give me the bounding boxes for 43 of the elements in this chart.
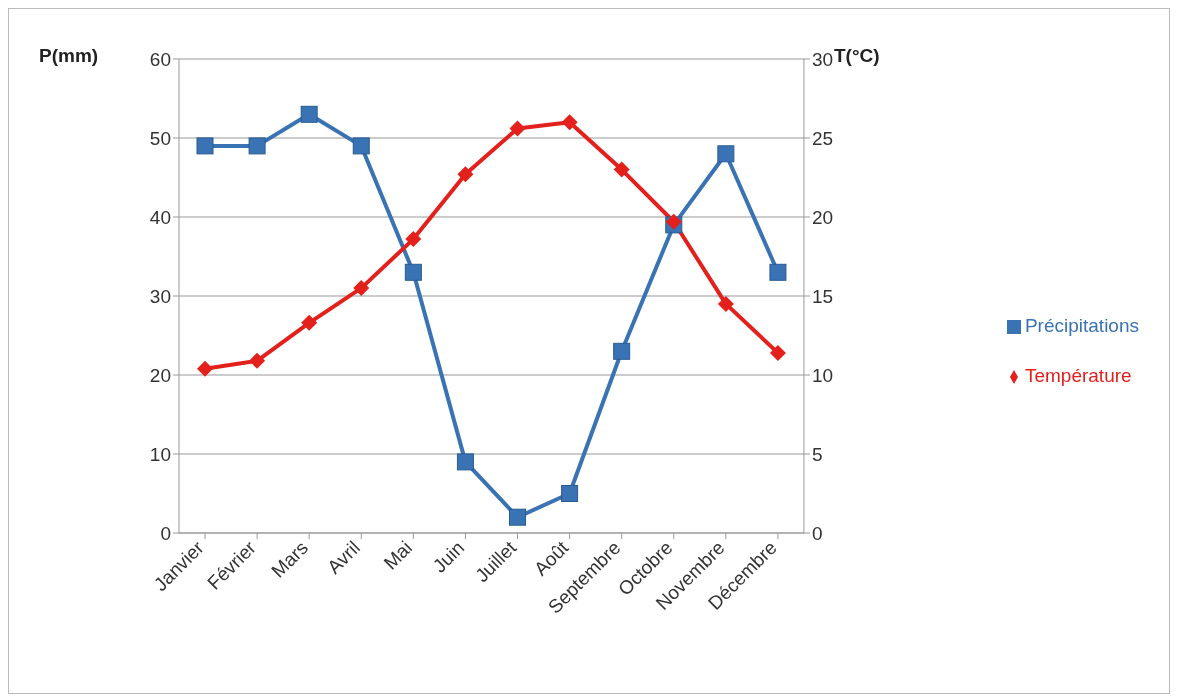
y2-tick-label: 10 xyxy=(811,364,834,386)
legend-label: Précipitations xyxy=(1024,315,1139,336)
y2-tick-label: 5 xyxy=(811,443,823,465)
y2-tick-label: 0 xyxy=(811,522,823,544)
y2-tick-label: 30 xyxy=(811,48,834,70)
point xyxy=(613,161,630,178)
y-tick-label: 50 xyxy=(149,127,171,149)
point xyxy=(248,137,266,155)
point xyxy=(769,263,787,281)
point xyxy=(352,137,370,155)
x-tick-label: Mai xyxy=(379,536,417,574)
y-axis-title: P(mm) xyxy=(39,45,99,67)
point xyxy=(613,342,631,360)
point xyxy=(404,263,422,281)
point xyxy=(769,344,786,361)
point xyxy=(456,453,474,471)
point xyxy=(353,280,370,297)
y2-tick-label: 15 xyxy=(811,285,834,307)
y-tick-label: 0 xyxy=(160,522,171,544)
point xyxy=(405,231,422,248)
y-tick-label: 60 xyxy=(149,48,171,70)
point xyxy=(457,166,474,183)
y-tick-label: 10 xyxy=(149,443,171,465)
x-tick-label: Juin xyxy=(428,536,469,577)
point xyxy=(665,213,682,230)
point xyxy=(717,145,735,163)
point xyxy=(509,508,527,526)
y-tick-label: 40 xyxy=(149,206,171,228)
point xyxy=(561,114,578,131)
y-tick-label: 30 xyxy=(149,285,171,307)
legend-label: Température xyxy=(1024,365,1132,386)
point xyxy=(249,352,266,369)
y2-axis-title: T(°C) xyxy=(834,45,880,67)
point xyxy=(509,120,526,137)
point xyxy=(717,295,734,312)
point xyxy=(561,485,579,502)
point xyxy=(196,137,214,155)
y-tick-label: 20 xyxy=(149,364,171,386)
point xyxy=(300,105,318,123)
y2-tick-label: 25 xyxy=(811,127,834,149)
point xyxy=(197,360,213,377)
y2-tick-label: 20 xyxy=(811,206,834,228)
point xyxy=(301,314,318,331)
